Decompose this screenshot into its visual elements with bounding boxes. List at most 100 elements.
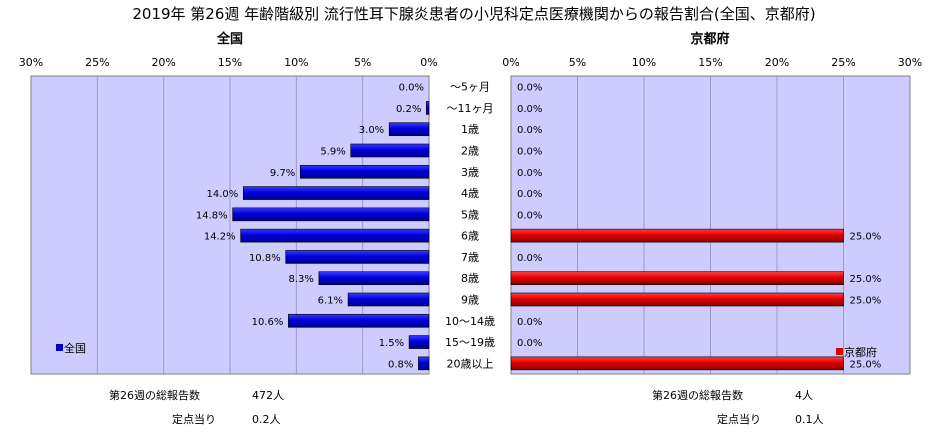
right-value-label: 0.0% xyxy=(517,168,542,179)
right-tick-label: 10% xyxy=(632,56,656,69)
category-label: 6歳 xyxy=(461,230,479,243)
left-bar xyxy=(350,143,430,158)
category-label: 3歳 xyxy=(461,166,479,179)
right-value-label: 0.0% xyxy=(517,104,542,115)
left-tick-label: 10% xyxy=(284,56,308,69)
category-label: 1歳 xyxy=(461,123,479,136)
right-panel-subtitle: 京都府 xyxy=(690,31,729,47)
left-value-label: 8.3% xyxy=(288,274,313,285)
left-total-label: 第26週の総報告数 xyxy=(109,388,200,402)
left-legend-label: 全国 xyxy=(64,341,86,355)
right-tick-label: 30% xyxy=(898,56,922,69)
left-value-label: 14.8% xyxy=(196,210,228,221)
right-axis-ticks: 0% 5% 10% 15% 20% 25% 30% xyxy=(502,56,922,69)
right-tick-label: 0% xyxy=(502,56,519,69)
category-label: 4歳 xyxy=(461,187,479,200)
left-total-value: 472人 xyxy=(252,389,284,402)
left-bar xyxy=(300,164,430,179)
left-bar xyxy=(418,356,430,371)
left-value-label: 0.8% xyxy=(388,359,413,370)
right-value-label: 0.0% xyxy=(517,147,542,158)
category-label: 5歳 xyxy=(461,208,479,221)
right-per-site-value: 0.1人 xyxy=(795,413,824,426)
left-bar xyxy=(347,292,430,307)
right-tick-label: 25% xyxy=(831,56,855,69)
left-per-site-label: 定点当り xyxy=(172,412,216,426)
left-value-label: 1.5% xyxy=(379,338,404,349)
right-per-site-label: 定点当り xyxy=(717,412,761,426)
left-value-label: 9.7% xyxy=(270,168,295,179)
left-value-label: 10.8% xyxy=(249,253,281,264)
right-value-label: 0.0% xyxy=(517,125,542,136)
left-tick-label: 5% xyxy=(354,56,371,69)
left-bar xyxy=(240,228,430,243)
left-bar xyxy=(232,207,430,222)
left-value-label: 14.2% xyxy=(204,232,236,243)
right-tick-label: 15% xyxy=(698,56,722,69)
category-label: 9歳 xyxy=(461,294,479,307)
left-value-label: 10.6% xyxy=(252,317,284,328)
right-value-label: 0.0% xyxy=(517,189,542,200)
right-value-label: 0.0% xyxy=(517,338,542,349)
right-gridlines xyxy=(577,76,844,374)
right-value-label: 25.0% xyxy=(850,359,882,370)
right-value-label: 0.0% xyxy=(517,253,542,264)
category-label: 20歳以上 xyxy=(447,357,494,370)
left-value-label: 3.0% xyxy=(359,125,384,136)
left-bar xyxy=(242,186,430,200)
left-bar xyxy=(318,271,430,286)
left-legend: 全国 xyxy=(56,341,86,355)
right-bar xyxy=(510,271,844,286)
left-bar xyxy=(426,101,430,115)
right-bar xyxy=(510,292,844,307)
left-bar xyxy=(408,335,430,349)
right-value-label: 0.0% xyxy=(517,83,542,94)
category-label: 10～14歳 xyxy=(445,315,495,328)
category-label: 2歳 xyxy=(461,145,479,158)
right-total-label: 第26週の総報告数 xyxy=(652,388,743,402)
category-label: 8歳 xyxy=(461,272,479,285)
left-tick-label: 25% xyxy=(85,56,109,69)
left-axis-ticks: 30% 25% 20% 15% 10% 5% 0% xyxy=(19,56,438,69)
right-value-label: 25.0% xyxy=(850,296,882,307)
left-value-label: 0.2% xyxy=(396,104,421,115)
left-value-label: 6.1% xyxy=(318,296,343,307)
left-value-label: 14.0% xyxy=(206,189,238,200)
left-value-labels: 0.0% 0.2% 3.0% 5.9% 9.7% 14.0% 14.8% 14.2% 10.8%… xyxy=(196,83,424,371)
left-value-label: 5.9% xyxy=(320,147,345,158)
left-value-label: 0.0% xyxy=(399,83,424,94)
chart-title: 2019年 第26週 年齢階級別 流行性耳下腺炎患者の小児科定点医療機関からの報… xyxy=(132,5,815,23)
right-legend-swatch xyxy=(836,348,843,355)
right-value-label: 25.0% xyxy=(850,274,882,285)
right-value-labels: 0.0% 0.0% 0.0% 0.0% 0.0% 0.0% 0.0% 25.0% 0.0% 25.… xyxy=(517,83,881,371)
right-value-label: 0.0% xyxy=(517,210,542,221)
left-per-site-value: 0.2人 xyxy=(252,413,281,426)
left-tick-label: 30% xyxy=(19,56,43,69)
category-label: ～11ヶ月 xyxy=(447,102,494,115)
right-tick-label: 20% xyxy=(765,56,789,69)
category-label: 7歳 xyxy=(461,251,479,264)
right-bar xyxy=(510,356,844,371)
right-value-label: 0.0% xyxy=(517,317,542,328)
left-tick-label: 20% xyxy=(151,56,175,69)
right-legend-label: 京都府 xyxy=(844,345,877,359)
left-bar xyxy=(288,313,430,328)
left-tick-label: 15% xyxy=(218,56,242,69)
category-label: ～5ヶ月 xyxy=(450,81,490,94)
right-value-label: 25.0% xyxy=(850,232,882,243)
right-legend: 京都府 xyxy=(836,345,877,359)
category-labels: ～5ヶ月 ～11ヶ月 1歳 2歳 3歳 4歳 5歳 6歳 7歳 8歳 9歳 10～14歳 15～19歳 2… xyxy=(445,81,495,371)
left-panel-subtitle: 全国 xyxy=(216,31,243,47)
left-tick-label: 0% xyxy=(420,56,437,69)
left-bars xyxy=(232,101,430,371)
left-legend-swatch xyxy=(56,344,63,351)
left-bar xyxy=(388,122,430,137)
right-total-value: 4人 xyxy=(795,389,813,402)
category-label: 15～19歳 xyxy=(445,336,495,349)
left-bar xyxy=(285,250,430,264)
right-bar xyxy=(510,228,844,243)
right-tick-label: 5% xyxy=(569,56,586,69)
right-bars xyxy=(510,228,844,371)
